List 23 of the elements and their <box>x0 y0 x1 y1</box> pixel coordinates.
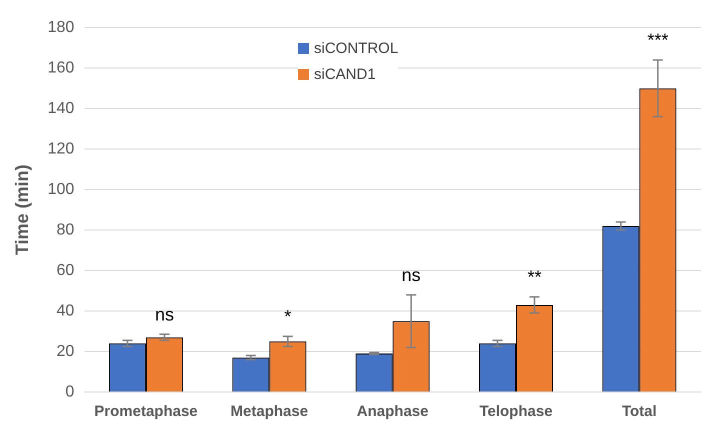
x-tick-label: Anaphase <box>356 403 428 420</box>
y-axis-title: Time (min) <box>12 164 32 256</box>
legend-label: siCONTROL <box>314 40 398 57</box>
y-tick-label: 20 <box>56 342 74 360</box>
annotation: * <box>284 306 292 326</box>
y-tick-label: 40 <box>56 302 74 320</box>
x-tick-label: Metaphase <box>230 403 308 420</box>
legend-label: siCAND1 <box>314 66 376 83</box>
x-tick-label: Prometaphase <box>94 403 198 420</box>
x-tick-label: Telophase <box>479 403 553 420</box>
y-tick-label: 100 <box>48 180 74 198</box>
y-tick-label: 120 <box>48 140 74 158</box>
annotation: *** <box>647 30 668 50</box>
y-tick-label: 80 <box>56 221 74 238</box>
y-tick-label: 140 <box>48 100 74 117</box>
x-tick-label: Total <box>622 403 657 420</box>
annotation: ns <box>402 264 421 285</box>
annotation: ns <box>154 304 174 324</box>
y-tick-label: 160 <box>48 59 74 76</box>
y-tick-label: 180 <box>48 19 74 36</box>
y-tick-label: 60 <box>56 262 74 279</box>
annotation: ** <box>527 266 542 287</box>
y-tick-label: 0 <box>65 383 74 400</box>
